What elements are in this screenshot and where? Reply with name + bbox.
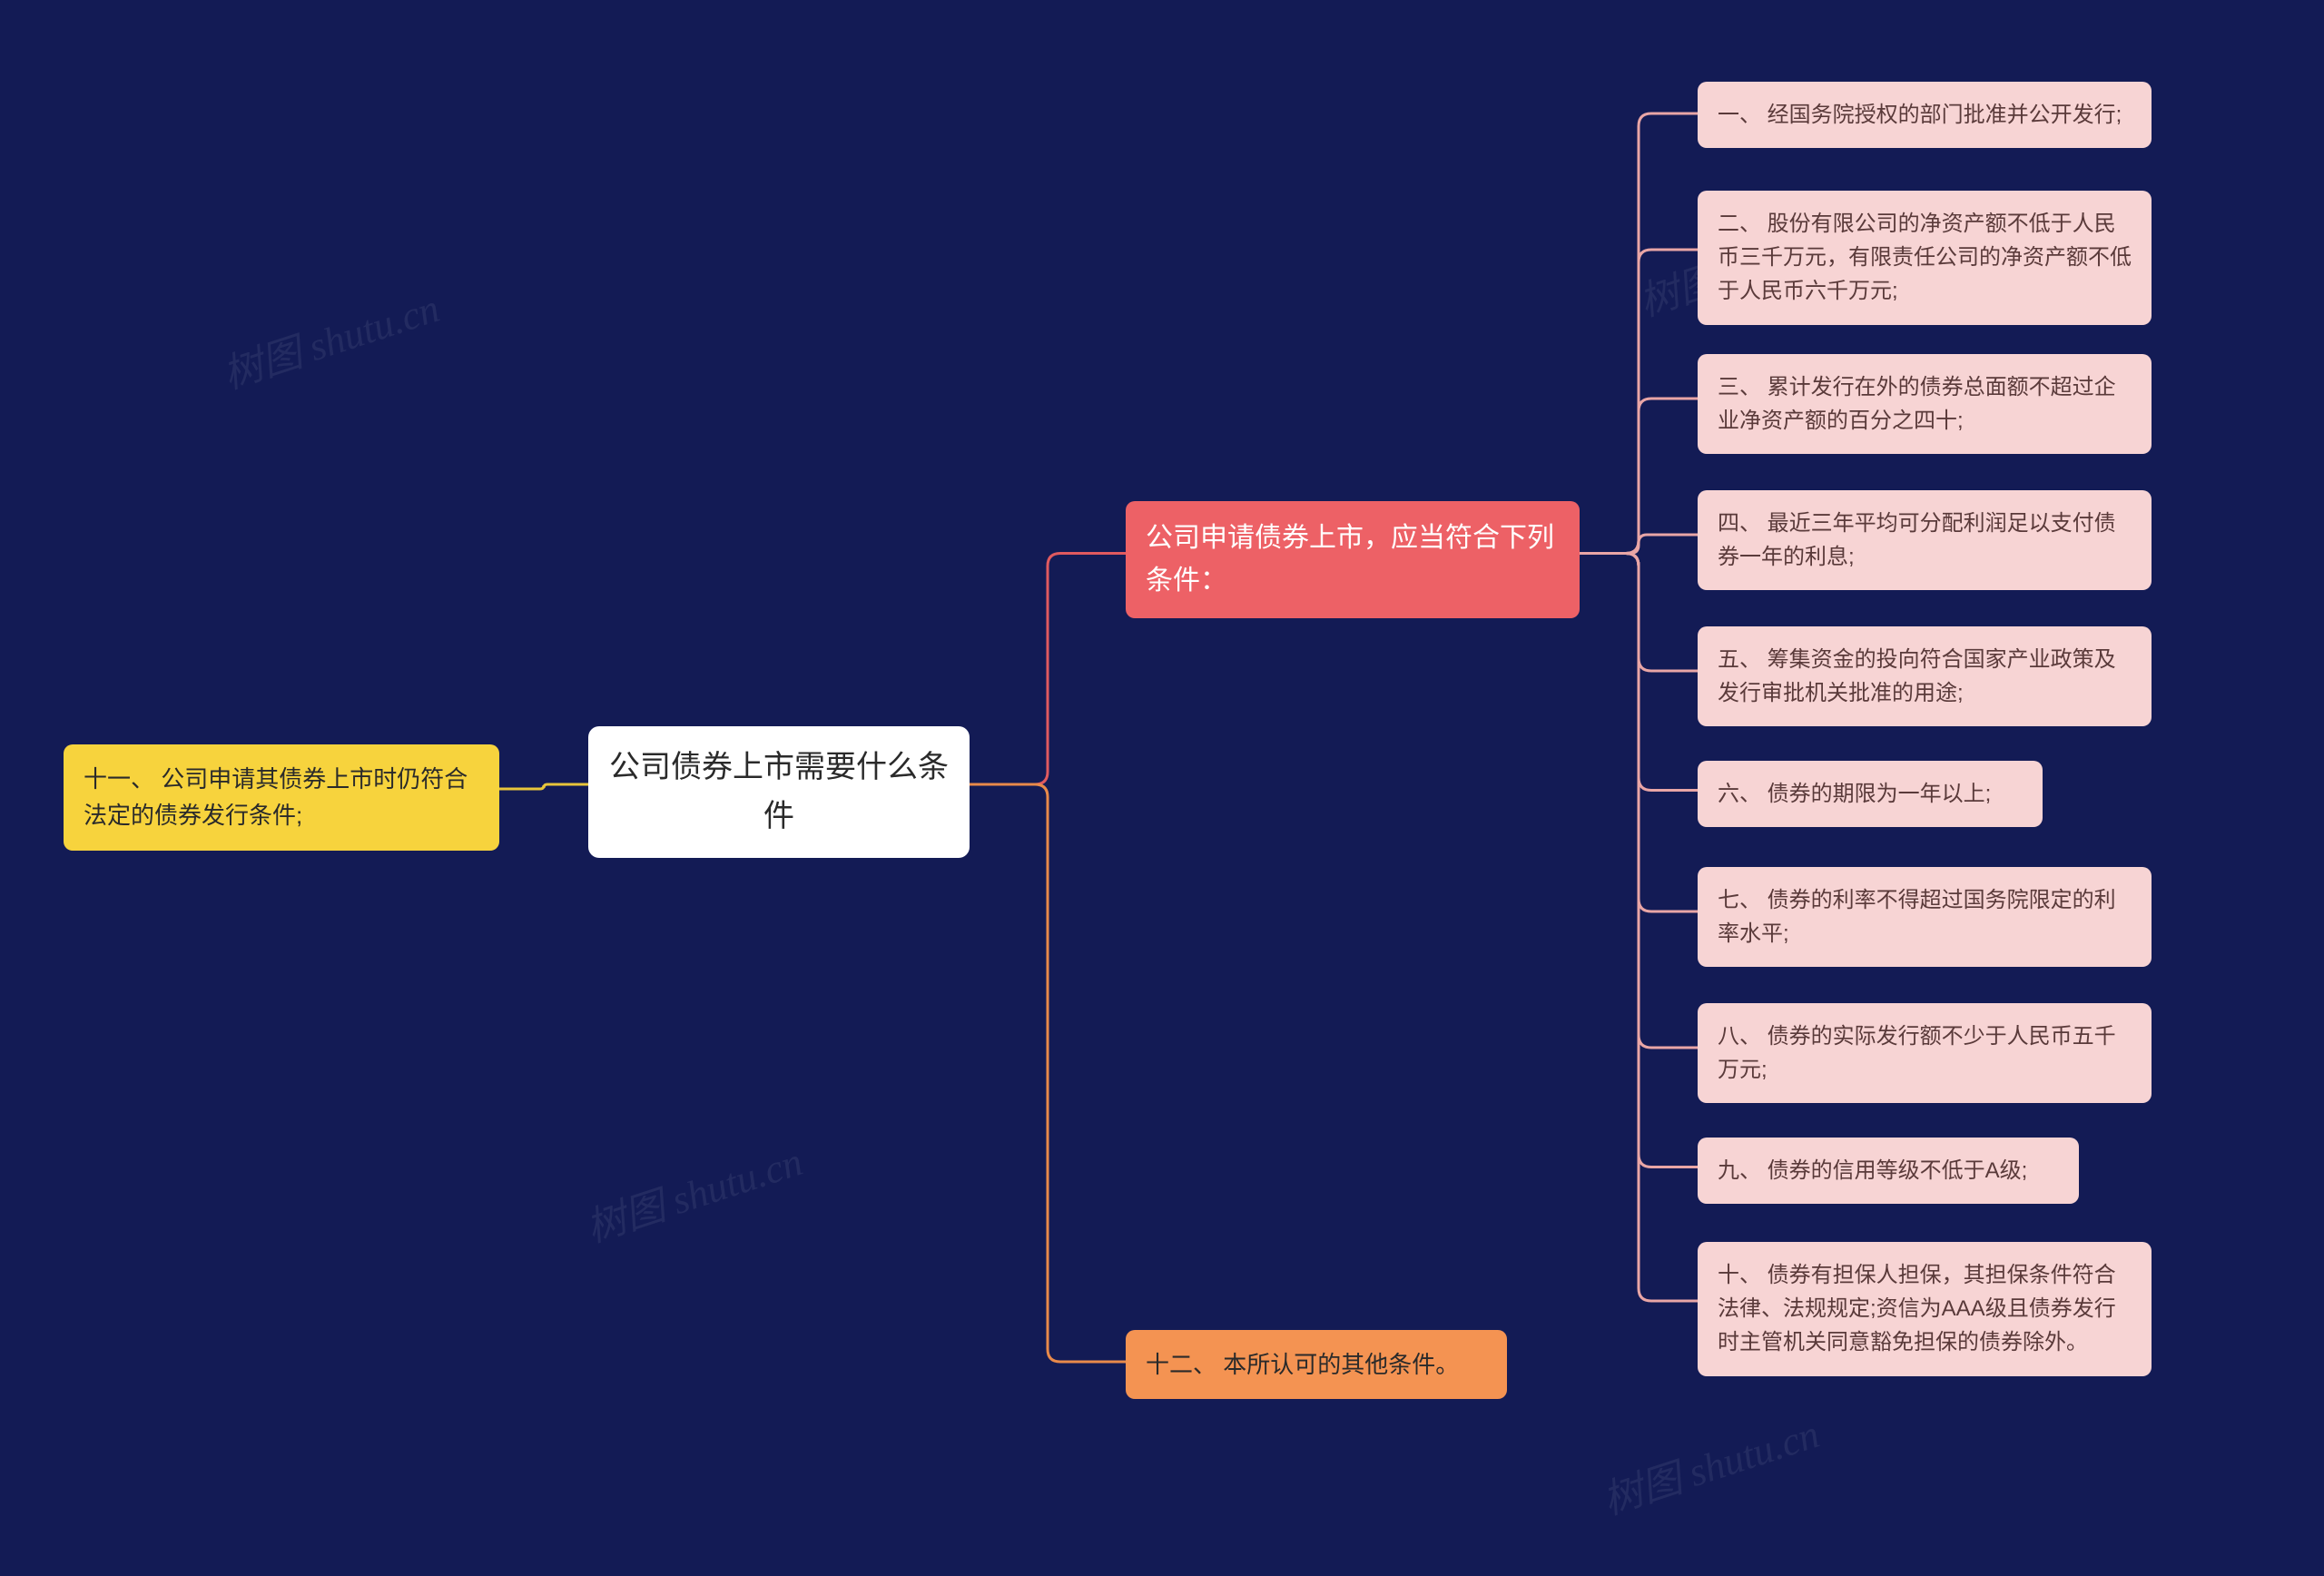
leaf-node: 五、 筹集资金的投向符合国家产业政策及发行审批机关批准的用途; — [1698, 626, 2152, 726]
leaf-node: 八、 债券的实际发行额不少于人民币五千万元; — [1698, 1003, 2152, 1103]
root-node: 公司债券上市需要什么条件 — [588, 726, 970, 858]
leaf-node: 一、 经国务院授权的部门批准并公开发行; — [1698, 82, 2152, 148]
branch-node-eleven: 十一、 公司申请其债券上市时仍符合法定的债券发行条件; — [64, 744, 499, 851]
branch-node-twelve: 十二、 本所认可的其他条件。 — [1126, 1330, 1507, 1399]
watermark: 树图 shutu.cn — [1594, 1401, 1826, 1525]
leaf-node: 七、 债券的利率不得超过国务院限定的利率水平; — [1698, 867, 2152, 967]
branch-node-conditions: 公司申请债券上市，应当符合下列条件： — [1126, 501, 1580, 618]
leaf-node: 六、 债券的期限为一年以上; — [1698, 761, 2043, 827]
watermark: 树图 shutu.cn — [577, 1128, 809, 1253]
leaf-node: 九、 债券的信用等级不低于A级; — [1698, 1138, 2079, 1204]
leaf-node: 四、 最近三年平均可分配利润足以支付债券一年的利息; — [1698, 490, 2152, 590]
watermark: 树图 shutu.cn — [214, 275, 446, 399]
leaf-node: 十、 债券有担保人担保，其担保条件符合法律、法规规定;资信为AAA级且债券发行时… — [1698, 1242, 2152, 1376]
leaf-node: 二、 股份有限公司的净资产额不低于人民币三千万元，有限责任公司的净资产额不低于人… — [1698, 191, 2152, 325]
leaf-node: 三、 累计发行在外的债券总面额不超过企业净资产额的百分之四十; — [1698, 354, 2152, 454]
